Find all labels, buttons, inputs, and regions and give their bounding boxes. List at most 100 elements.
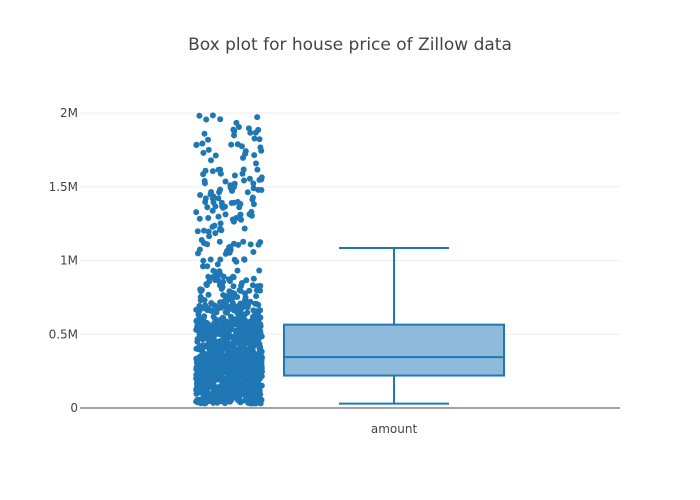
data-point [201, 351, 208, 358]
data-point [223, 295, 229, 301]
data-point [212, 325, 219, 332]
data-point [224, 354, 231, 361]
data-point [194, 228, 201, 235]
data-point [218, 227, 225, 234]
data-point [240, 154, 246, 161]
data-point [212, 230, 219, 237]
y-tick-label: 1.5M [49, 180, 78, 194]
data-point [251, 152, 258, 159]
data-point [208, 308, 215, 315]
data-point [247, 339, 254, 346]
data-point [258, 174, 265, 181]
data-point [193, 209, 200, 216]
data-point [228, 141, 235, 148]
data-point [200, 257, 207, 264]
data-point [212, 343, 219, 350]
data-point [205, 325, 212, 332]
data-point [217, 220, 224, 227]
data-point [201, 297, 208, 303]
data-point [239, 170, 246, 177]
data-point [209, 274, 216, 281]
data-point [201, 227, 207, 234]
data-point [250, 355, 257, 362]
data-point [194, 386, 201, 393]
data-point [238, 350, 245, 357]
y-tick-label: 1M [60, 254, 78, 268]
data-point [225, 376, 232, 383]
data-point [206, 380, 213, 387]
data-point [202, 302, 209, 309]
data-point [241, 177, 247, 184]
grid-layer [80, 112, 620, 335]
data-point [200, 263, 206, 270]
data-point [208, 157, 214, 164]
data-point [246, 287, 253, 294]
data-point [200, 390, 207, 397]
data-point [231, 132, 237, 139]
data-point [237, 287, 244, 294]
data-point [253, 160, 259, 167]
data-point [236, 204, 243, 211]
data-point [226, 391, 233, 398]
data-point [219, 338, 226, 345]
data-point [227, 246, 234, 253]
data-point [217, 170, 224, 177]
data-point [252, 129, 259, 136]
data-point [254, 114, 261, 121]
data-point [233, 336, 240, 343]
data-point [247, 241, 254, 248]
data-point [249, 321, 255, 328]
data-point [258, 333, 265, 340]
data-point [240, 238, 247, 245]
data-point [229, 303, 236, 310]
data-point [217, 256, 224, 263]
data-point [211, 365, 218, 372]
data-point [238, 363, 245, 370]
data-point [200, 149, 207, 156]
data-point [229, 216, 236, 223]
data-point [251, 397, 258, 404]
data-point [193, 375, 200, 382]
data-point [258, 397, 265, 403]
data-point [250, 185, 257, 192]
data-point [257, 321, 264, 328]
x-tick-label: amount [371, 422, 418, 436]
data-point [257, 282, 264, 289]
data-point [233, 258, 240, 265]
data-point [199, 319, 206, 326]
data-point [209, 168, 216, 175]
data-point [205, 215, 212, 221]
data-point [217, 186, 224, 193]
data-point [231, 393, 238, 400]
data-point [222, 318, 228, 325]
data-point [246, 373, 253, 379]
data-point [200, 365, 206, 372]
data-point [228, 200, 235, 206]
data-point [209, 223, 216, 230]
data-point [212, 304, 219, 311]
data-point [242, 290, 248, 297]
data-point [237, 369, 244, 376]
data-point [198, 237, 205, 243]
data-point [252, 316, 259, 323]
data-point [197, 286, 204, 293]
data-point [199, 140, 206, 147]
data-point [206, 233, 213, 240]
data-point [249, 194, 256, 201]
data-point [204, 263, 211, 270]
data-point [228, 317, 235, 324]
data-point [225, 329, 232, 336]
data-point [208, 370, 215, 377]
data-point [231, 172, 238, 179]
data-point [241, 256, 248, 263]
data-point [253, 366, 260, 373]
data-point [241, 301, 248, 308]
data-point [203, 281, 210, 288]
data-point [207, 354, 214, 360]
data-point [201, 130, 208, 137]
box-layer [283, 246, 505, 405]
data-point [237, 307, 244, 314]
data-point [256, 136, 263, 143]
data-point [256, 267, 263, 274]
data-point [196, 215, 203, 222]
